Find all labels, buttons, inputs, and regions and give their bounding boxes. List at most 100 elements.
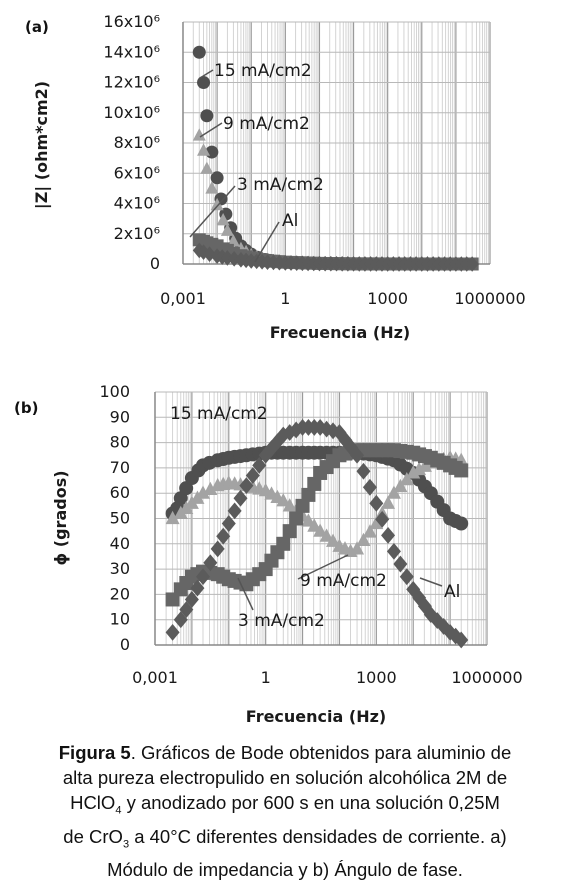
data-point xyxy=(197,76,211,89)
leader-9-a xyxy=(199,122,223,138)
annotation-15-b: 15 mA/cm2 xyxy=(170,404,268,424)
data-point xyxy=(216,527,231,545)
data-point xyxy=(319,528,334,542)
x-axis-label-a: Frecuencia (Hz) xyxy=(270,323,410,342)
data-point xyxy=(165,510,180,525)
data-point xyxy=(454,516,469,531)
caption-text-3b: y anodizado por 600 s en una solución 0,… xyxy=(121,792,500,813)
data-point xyxy=(205,181,219,194)
figure-caption: Figura 5. Gráficos de Bode obtenidos par… xyxy=(10,740,560,882)
data-point xyxy=(417,458,432,472)
data-point xyxy=(289,511,304,526)
x-ticks-b: 0,001 1 1000 1000000 xyxy=(132,668,523,687)
data-point xyxy=(210,197,224,211)
caption-text-1: . Gráficos de Bode obtenidos para alumin… xyxy=(130,742,512,763)
data-point xyxy=(227,502,242,520)
leader-9-b xyxy=(297,554,349,580)
y-tick-label: 20 xyxy=(110,584,130,603)
panel-label-b: (b) xyxy=(14,399,38,417)
y-axis-label-a: |Z| (ohm*cm2) xyxy=(32,81,52,209)
data-point xyxy=(216,212,230,226)
y-tick-label: 40 xyxy=(110,534,130,553)
y-tick-label: 90 xyxy=(110,407,130,426)
data-point xyxy=(210,171,224,185)
y-tick-label: 14x10⁶ xyxy=(103,42,160,61)
x-tick-label: 1 xyxy=(261,668,271,687)
x-axis-label-b: Frecuencia (Hz) xyxy=(246,707,386,726)
y-ticks-b: 0 10 20 30 40 50 60 70 80 90 100 xyxy=(99,382,130,654)
series-al xyxy=(165,419,469,649)
data-marks-a xyxy=(192,45,479,272)
series-al xyxy=(192,242,479,272)
x-tick-label: 1 xyxy=(280,289,290,308)
data-point xyxy=(192,128,206,141)
caption-text-4b: a 40°C diferentes densidades de corrient… xyxy=(129,825,507,847)
annotation-3-a: 3 mA/cm2 xyxy=(237,175,324,195)
data-point xyxy=(393,555,408,573)
data-point xyxy=(356,462,371,480)
annotation-15-a: 15 mA/cm2 xyxy=(214,61,312,81)
data-point xyxy=(454,631,469,649)
data-point xyxy=(203,481,218,496)
data-point xyxy=(226,234,240,247)
y-tick-label: 2x10⁶ xyxy=(114,224,160,243)
data-point xyxy=(221,515,236,532)
data-point xyxy=(375,510,390,528)
data-point xyxy=(197,244,211,261)
data-point xyxy=(245,467,260,484)
data-point xyxy=(399,472,414,486)
data-point xyxy=(326,422,341,440)
x-tick-label: 0,001 xyxy=(160,289,206,308)
data-point xyxy=(301,487,316,502)
data-point xyxy=(195,485,210,499)
data-point xyxy=(386,542,401,560)
data-point xyxy=(326,533,341,547)
leader-al-a xyxy=(254,221,280,263)
annotations-b: 15 mA/cm2 9 mA/cm2 3 mA/cm2 Al xyxy=(170,404,460,631)
data-point xyxy=(258,446,273,464)
data-point xyxy=(393,478,408,493)
x-tick-label: 1000000 xyxy=(451,668,522,687)
y-axis-label-b: ϕ (grados) xyxy=(51,470,70,565)
y-ticks-a: 0 2x10⁶ 4x10⁶ 6x10⁶ 8x10⁶ 10x10⁶ 12x10⁶ 14x10⁶ 1… xyxy=(103,12,160,273)
caption-label: Figura 5 xyxy=(58,742,131,763)
data-point xyxy=(307,476,322,491)
data-point xyxy=(200,161,214,174)
data-point xyxy=(210,540,225,558)
data-point xyxy=(184,591,199,608)
data-point xyxy=(282,498,297,512)
panel-label-a: (a) xyxy=(25,18,49,36)
data-point xyxy=(239,477,254,495)
caption-text-4a: de CrO xyxy=(63,825,123,847)
caption-line-1: Figura 5. Gráficos de Bode obtenidos par… xyxy=(10,740,560,765)
y-tick-label: 60 xyxy=(110,483,130,502)
y-tick-label: 50 xyxy=(110,509,130,528)
data-point xyxy=(295,498,310,513)
data-point xyxy=(200,109,214,123)
data-point xyxy=(220,223,234,236)
y-tick-label: 70 xyxy=(110,458,130,477)
data-point xyxy=(165,623,180,641)
gridlines-b xyxy=(154,391,488,646)
data-point xyxy=(350,541,365,555)
leader-3-a xyxy=(189,185,236,238)
y-tick-label: 0 xyxy=(150,254,160,273)
data-point xyxy=(406,465,421,479)
annotation-9-b: 9 mA/cm2 xyxy=(300,571,387,591)
y-tick-label: 8x10⁶ xyxy=(114,133,160,152)
data-point xyxy=(362,478,377,496)
leader-3-b xyxy=(237,577,254,611)
data-point xyxy=(203,246,217,262)
data-point xyxy=(190,579,205,597)
data-point xyxy=(369,494,384,512)
data-point xyxy=(362,524,377,538)
data-point xyxy=(350,446,365,464)
data-point xyxy=(338,431,353,449)
impedance-chart: (a) 0 2x10⁶ 4x10⁶ 6x10⁶ 8x10⁶ 10x10⁶ 12x10⁶ 14x… xyxy=(25,12,526,342)
data-point xyxy=(233,489,248,507)
data-point xyxy=(381,495,396,509)
data-point xyxy=(313,523,328,537)
annotation-3-b: 3 mA/cm2 xyxy=(238,611,325,631)
y-tick-label: 100 xyxy=(99,382,130,401)
data-marks-b xyxy=(165,419,469,649)
